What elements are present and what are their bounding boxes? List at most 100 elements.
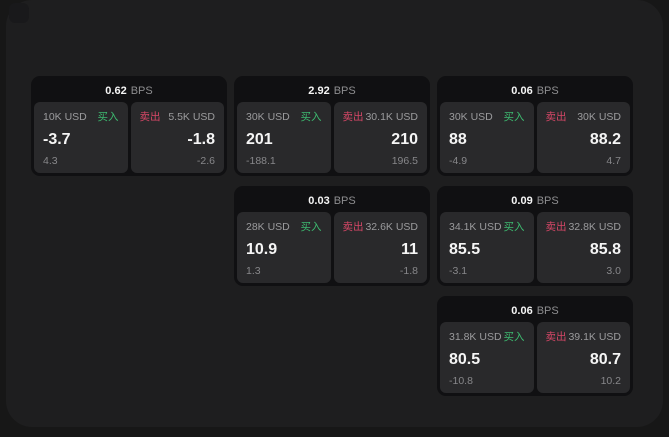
sell-panel-top: 卖出 30.1K USD: [343, 109, 419, 124]
pricing-card: 0.06 BPS 31.8K USD 买入 80.5 -10.8 卖出 39.1…: [437, 296, 633, 396]
sell-size-label: 32.8K USD: [568, 220, 621, 233]
sell-size-label: 32.6K USD: [365, 220, 418, 233]
buy-delta: -10.8: [449, 375, 473, 387]
buy-panel-top: 31.8K USD 买入: [449, 329, 525, 344]
sell-price: 80.7: [589, 350, 621, 368]
sell-size-label: 39.1K USD: [568, 330, 621, 343]
buy-panel[interactable]: 30K USD 买入 201 -188.1: [237, 102, 331, 173]
buy-price: -3.7: [43, 130, 71, 148]
pricing-card: 0.62 BPS 10K USD 买入 -3.7 4.3 卖出 5.5K USD…: [31, 76, 227, 176]
sell-price: 85.8: [589, 240, 621, 258]
sell-size-label: 30K USD: [577, 110, 621, 123]
card-header: 0.03 BPS: [237, 189, 427, 212]
sell-panel-top: 卖出 39.1K USD: [546, 329, 622, 344]
buy-badge: 买入: [97, 111, 119, 123]
sell-price: -1.8: [187, 130, 215, 148]
buy-panel[interactable]: 31.8K USD 买入 80.5 -10.8: [440, 322, 534, 393]
buy-panel[interactable]: 28K USD 买入 10.9 1.3: [237, 212, 331, 283]
bps-value: 0.62: [105, 84, 127, 97]
sell-price: 210: [391, 130, 418, 148]
side-panels: 28K USD 买入 10.9 1.3 卖出 32.6K USD 11 -1.8: [237, 212, 427, 283]
buy-badge: 买入: [300, 221, 322, 233]
buy-price: 85.5: [449, 240, 481, 258]
buy-delta: -188.1: [246, 155, 276, 167]
sell-delta: 196.5: [391, 155, 418, 167]
buy-price: 10.9: [246, 240, 278, 258]
sell-badge: 卖出: [342, 111, 364, 123]
card-header: 0.62 BPS: [34, 79, 224, 102]
bps-unit-label: BPS: [333, 84, 356, 97]
pricing-card: 0.03 BPS 28K USD 买入 10.9 1.3 卖出 32.6K US…: [234, 186, 430, 286]
sell-panel[interactable]: 卖出 30K USD 88.2 4.7: [536, 102, 630, 173]
sell-panel-top: 卖出 5.5K USD: [140, 109, 216, 124]
buy-delta: -3.1: [449, 265, 468, 277]
buy-panel[interactable]: 10K USD 买入 -3.7 4.3: [34, 102, 128, 173]
buy-badge: 买入: [300, 111, 322, 123]
bps-unit-label: BPS: [130, 84, 153, 97]
card-header: 0.09 BPS: [440, 189, 630, 212]
buy-size-label: 31.8K USD: [449, 330, 502, 343]
buy-size-label: 30K USD: [449, 110, 493, 123]
buy-panel-top: 34.1K USD 买入: [449, 219, 525, 234]
buy-price: 88: [449, 130, 467, 148]
buy-panel-top: 10K USD 买入: [43, 109, 119, 124]
buy-badge: 买入: [503, 111, 525, 123]
buy-delta: 4.3: [43, 155, 58, 167]
sell-price: 11: [401, 240, 418, 258]
side-panels: 30K USD 买入 201 -188.1 卖出 30.1K USD 210 1…: [237, 102, 427, 173]
bps-unit-label: BPS: [333, 194, 356, 207]
bps-value: 2.92: [308, 84, 330, 97]
card-header: 2.92 BPS: [237, 79, 427, 102]
sell-panel[interactable]: 卖出 32.6K USD 11 -1.8: [333, 212, 427, 283]
sell-badge: 卖出: [342, 221, 364, 233]
sell-size-label: 30.1K USD: [365, 110, 418, 123]
bps-unit-label: BPS: [536, 84, 559, 97]
buy-delta: -4.9: [449, 155, 468, 167]
side-panels: 30K USD 买入 88 -4.9 卖出 30K USD 88.2 4.7: [440, 102, 630, 173]
buy-panel[interactable]: 30K USD 买入 88 -4.9: [440, 102, 534, 173]
buy-price: 201: [246, 130, 273, 148]
sell-badge: 卖出: [545, 111, 567, 123]
app-icon[interactable]: [9, 3, 29, 23]
buy-panel-top: 28K USD 买入: [246, 219, 322, 234]
buy-price: 80.5: [449, 350, 481, 368]
side-panels: 31.8K USD 买入 80.5 -10.8 卖出 39.1K USD 80.…: [440, 322, 630, 393]
bps-value: 0.06: [511, 84, 533, 97]
sell-delta: -2.6: [196, 155, 215, 167]
pricing-card: 0.09 BPS 34.1K USD 买入 85.5 -3.1 卖出 32.8K…: [437, 186, 633, 286]
sell-panel[interactable]: 卖出 39.1K USD 80.7 10.2: [536, 322, 630, 393]
buy-size-label: 28K USD: [246, 220, 290, 233]
sell-panel[interactable]: 卖出 5.5K USD -1.8 -2.6: [130, 102, 224, 173]
buy-badge: 买入: [503, 221, 525, 233]
bps-value: 0.06: [511, 304, 533, 317]
side-panels: 10K USD 买入 -3.7 4.3 卖出 5.5K USD -1.8 -2.…: [34, 102, 224, 173]
sell-panel[interactable]: 卖出 32.8K USD 85.8 3.0: [536, 212, 630, 283]
pricing-card: 0.06 BPS 30K USD 买入 88 -4.9 卖出 30K USD 8…: [437, 76, 633, 176]
sell-panel-top: 卖出 32.6K USD: [343, 219, 419, 234]
bps-value: 0.09: [511, 194, 533, 207]
sell-panel[interactable]: 卖出 30.1K USD 210 196.5: [333, 102, 427, 173]
buy-panel-top: 30K USD 买入: [246, 109, 322, 124]
sell-delta: 4.7: [606, 155, 621, 167]
sell-panel-top: 卖出 32.8K USD: [546, 219, 622, 234]
bps-unit-label: BPS: [536, 194, 559, 207]
bps-unit-label: BPS: [536, 304, 559, 317]
sell-price: 88.2: [589, 130, 621, 148]
buy-panel[interactable]: 34.1K USD 买入 85.5 -3.1: [440, 212, 534, 283]
card-header: 0.06 BPS: [440, 299, 630, 322]
buy-panel-top: 30K USD 买入: [449, 109, 525, 124]
sell-badge: 卖出: [139, 111, 161, 123]
card-grid: 0.62 BPS 10K USD 买入 -3.7 4.3 卖出 5.5K USD…: [31, 76, 633, 396]
bps-value: 0.03: [308, 194, 330, 207]
sell-size-label: 5.5K USD: [168, 110, 215, 123]
sell-panel-top: 卖出 30K USD: [546, 109, 622, 124]
buy-delta: 1.3: [246, 265, 261, 277]
card-header: 0.06 BPS: [440, 79, 630, 102]
buy-badge: 买入: [503, 331, 525, 343]
pricing-card: 2.92 BPS 30K USD 买入 201 -188.1 卖出 30.1K …: [234, 76, 430, 176]
buy-size-label: 34.1K USD: [449, 220, 502, 233]
sell-delta: 10.2: [600, 375, 621, 387]
sell-delta: 3.0: [606, 265, 621, 277]
sell-badge: 卖出: [545, 331, 567, 343]
buy-size-label: 10K USD: [43, 110, 87, 123]
